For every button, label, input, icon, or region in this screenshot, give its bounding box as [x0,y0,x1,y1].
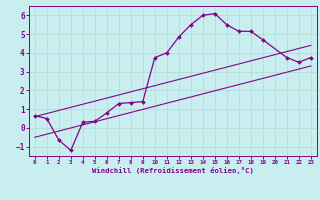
X-axis label: Windchill (Refroidissement éolien,°C): Windchill (Refroidissement éolien,°C) [92,167,254,174]
